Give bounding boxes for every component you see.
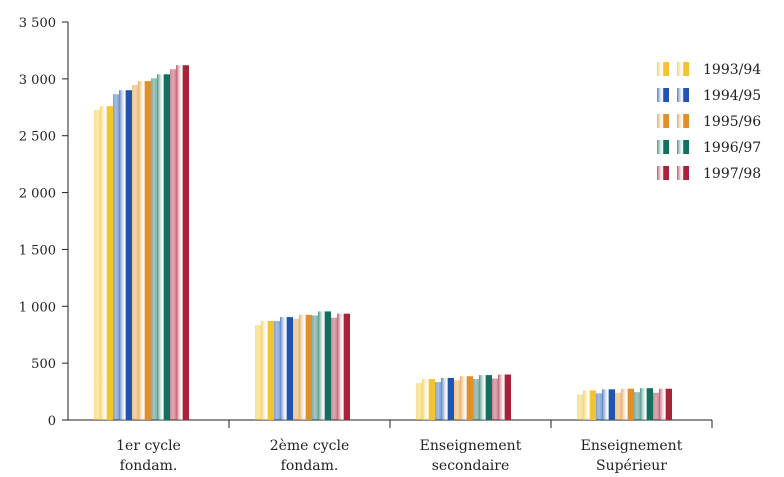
bar [621,388,634,420]
bar-side [94,110,100,421]
legend-swatch [677,88,689,102]
bar [659,388,672,420]
legend-swatch [677,140,689,154]
bar [602,389,615,420]
bar-side [331,317,337,420]
bar [176,65,189,420]
x-category-label: secondaire [432,458,510,474]
bar-side [170,69,176,420]
y-tick-label: 2 500 [19,130,56,145]
bars [94,65,672,421]
bar [337,313,350,420]
bar [498,374,511,420]
bar [583,390,596,420]
legend-label: 1995/96 [703,114,761,130]
bar [261,321,274,420]
bar [157,74,170,421]
legend-swatch [677,62,689,76]
bar [422,379,435,420]
bar-side [293,318,299,420]
legend: 1993/94 1994/95 1995/96 1996/97 1997/98 [657,62,761,182]
bar [318,311,331,420]
bar-side [132,85,138,420]
bar [640,388,653,420]
legend-swatch [677,166,689,180]
bar-side [255,325,261,420]
bar-side [435,381,441,420]
bar-side [596,393,602,420]
x-category-label: fondam. [120,458,178,474]
legend-label: 1994/95 [703,88,761,104]
bar [460,376,473,420]
y-tick-label: 2 000 [19,187,56,202]
bar-side [473,379,479,420]
bar-side [577,394,583,420]
bar-side [113,94,119,420]
legend-label: 1996/97 [703,140,761,156]
bar-side [492,378,498,420]
bar-side [151,78,157,421]
x-category-label: 1er cycle [116,438,181,454]
legend-swatch [657,114,669,128]
bar-side [274,321,280,420]
legend-swatch [657,88,669,102]
bar-side [615,392,621,420]
legend-swatch [657,62,669,76]
y-ticks: 0 500 1 000 1 500 2 000 2 500 3 000 3 500 [19,16,68,429]
bar [299,314,312,420]
y-tick-label: 500 [31,357,56,372]
bar [119,90,132,420]
legend-label: 1993/94 [703,62,761,78]
bar-side [454,380,460,420]
legend-label: 1997/98 [703,166,761,182]
x-category-label: Enseignement [420,438,522,454]
bar [138,81,151,420]
x-category-label: fondam. [281,458,339,474]
bar [441,377,454,420]
y-tick-label: 3 500 [19,16,56,31]
x-category-label: Supérieur [596,458,667,474]
x-category-label: 2ème cycle [270,438,350,454]
bar-side [416,383,422,420]
y-tick-label: 1 000 [19,300,56,315]
legend-swatch [657,140,669,154]
legend-swatch [677,114,689,128]
bar [280,317,293,420]
legend-swatch [657,166,669,180]
x-category-label: Enseignement [581,438,683,454]
y-tick-label: 0 [48,414,56,429]
bar-side [634,392,640,420]
x-categories: 1er cycle fondam. 2ème cycle fondam. Enseign… [116,420,713,474]
bar [100,106,113,421]
bar-side [653,392,659,420]
bar [479,375,492,420]
y-tick-label: 3 000 [19,73,56,88]
y-tick-label: 1 500 [19,243,56,258]
bar-side [312,315,318,420]
